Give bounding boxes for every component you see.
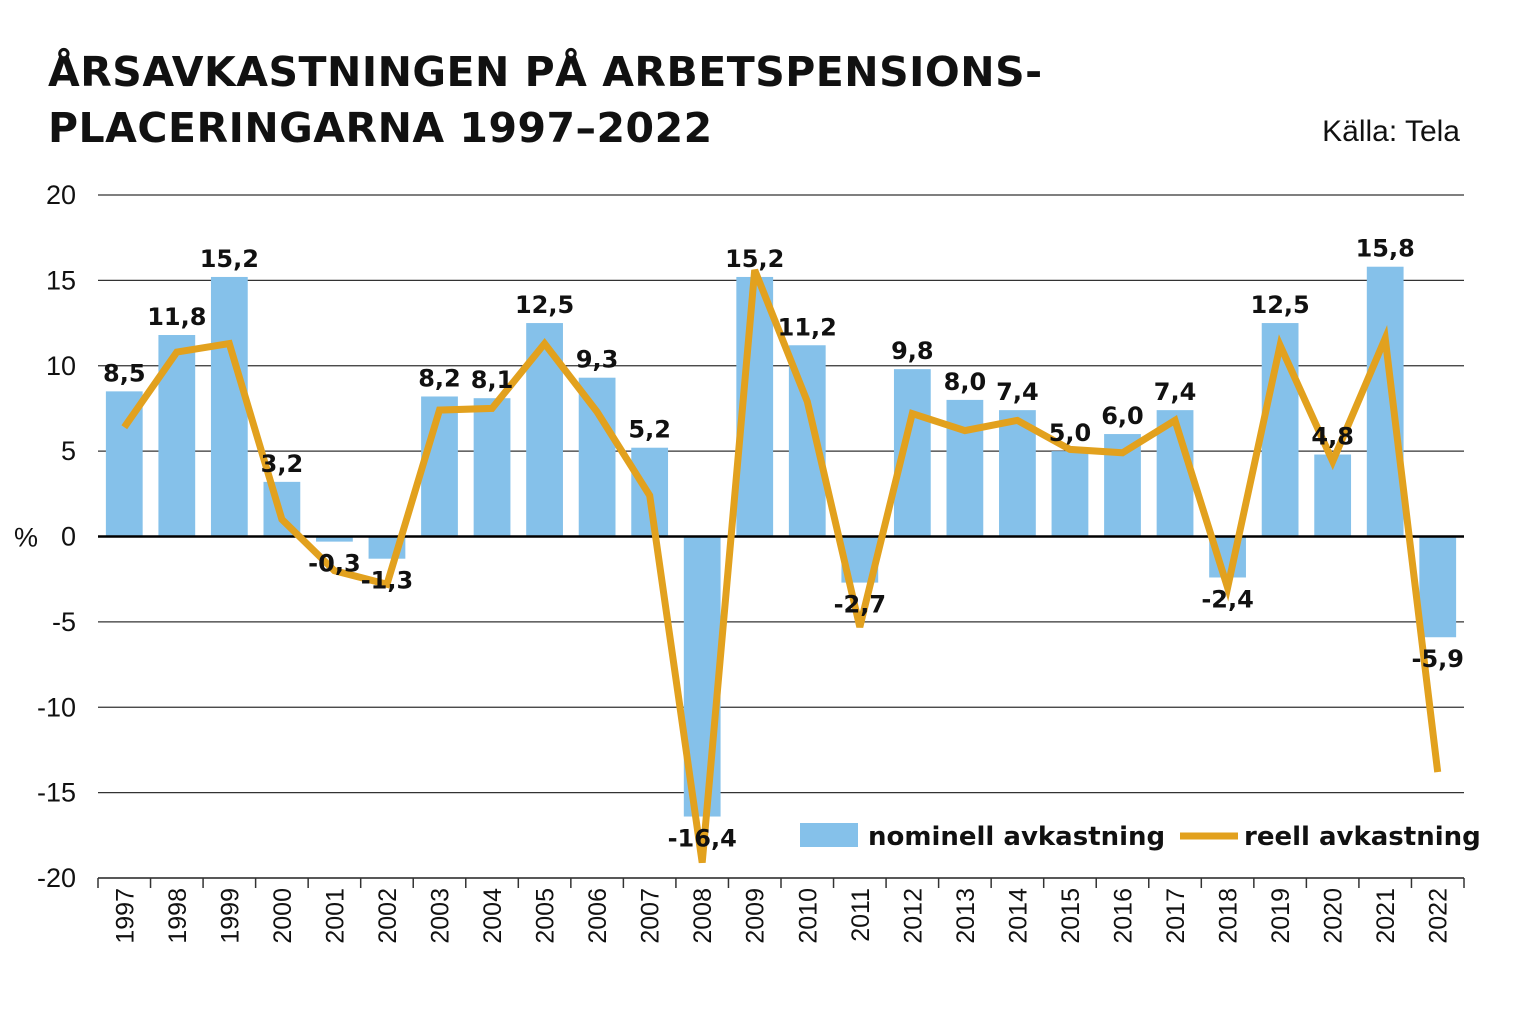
x-tick-label: 2006 <box>584 888 612 944</box>
label-layer: 8,511,815,23,2-0,3-1,38,2 8,112,59,35,2-1… <box>103 235 1464 853</box>
data-label: 8,0 <box>944 368 987 396</box>
legend-bar-label: nominell avkastning <box>868 822 1165 852</box>
x-tick-label: 2003 <box>427 888 455 944</box>
data-label: 8,1 <box>471 366 514 394</box>
x-tick-label: 2021 <box>1372 888 1400 944</box>
data-label: -0,3 <box>308 550 360 578</box>
x-tick-label: 2000 <box>269 888 297 944</box>
y-tick-label: -20 <box>37 863 76 893</box>
data-label: 11,8 <box>147 303 206 331</box>
data-label: 15,2 <box>200 245 259 273</box>
data-label: 12,5 <box>515 291 574 319</box>
x-tick-label: 2004 <box>479 888 507 944</box>
x-tick-label: 2019 <box>1267 888 1295 944</box>
data-label: 15,8 <box>1356 235 1415 263</box>
data-label: -2,7 <box>834 591 886 619</box>
legend-bar-swatch <box>800 823 858 847</box>
legend-layer: nominell avkastning reell avkastning <box>800 822 1481 852</box>
data-label: 8,5 <box>103 359 146 387</box>
x-tick-label: 2011 <box>847 888 875 942</box>
y-tick-label: 10 <box>46 351 76 381</box>
x-tick-label: 2001 <box>321 888 349 944</box>
legend-line-label: reell avkastning <box>1244 822 1481 852</box>
data-label: 6,0 <box>1101 402 1144 430</box>
chart-title-line1: ÅRSAVKASTNINGEN PÅ ARBETSPENSIONS- <box>48 48 1043 96</box>
x-tick-label: 2013 <box>952 888 980 944</box>
data-label: -1,3 <box>361 567 413 595</box>
data-label: -2,4 <box>1201 585 1253 613</box>
bar <box>473 398 511 537</box>
bar <box>210 276 248 537</box>
data-label: -5,9 <box>1411 645 1463 673</box>
x-tick-label: 2022 <box>1425 888 1453 944</box>
data-label: 3,2 <box>261 450 304 478</box>
bar <box>578 377 616 537</box>
x-tick-label: 2016 <box>1110 888 1138 944</box>
x-tick-label: 2005 <box>532 888 560 944</box>
x-tick-label: 1998 <box>164 888 192 944</box>
x-tick-label: 2009 <box>742 888 770 944</box>
y-tick-label: -10 <box>37 692 76 722</box>
x-tick-label: 2015 <box>1057 888 1085 944</box>
bar <box>1051 451 1089 537</box>
x-tick-label: 2008 <box>689 888 717 944</box>
data-label: 15,2 <box>725 245 784 273</box>
y-tick-label: 15 <box>46 265 76 295</box>
y-tick-label: 20 <box>46 180 76 210</box>
bar <box>1366 266 1404 537</box>
data-label: 11,2 <box>778 313 837 341</box>
data-label: 5,0 <box>1049 419 1092 447</box>
data-label: 12,5 <box>1251 291 1310 319</box>
x-tick-label: 2002 <box>374 888 402 944</box>
bar <box>1419 536 1457 638</box>
data-label: 7,4 <box>1154 378 1197 406</box>
x-tick-label: 2012 <box>899 888 927 944</box>
y-tick-label: 0 <box>61 522 76 552</box>
data-label: -16,4 <box>668 825 737 853</box>
line-layer <box>121 268 1442 864</box>
x-tick-label: 2007 <box>637 888 665 944</box>
source-label: Källa: Tela <box>1322 115 1460 148</box>
data-label: 8,2 <box>418 364 461 392</box>
x-tick-label: 2017 <box>1162 888 1190 944</box>
bar <box>999 410 1036 537</box>
data-label: 7,4 <box>996 378 1039 406</box>
bar <box>316 536 353 542</box>
data-label: 4,8 <box>1311 423 1354 451</box>
y-axis-label: % <box>14 523 38 553</box>
x-tick-label: 2010 <box>794 888 822 944</box>
y-tick-label: -15 <box>37 778 76 808</box>
chart-title-line2: PLACERINGARNA 1997–2022 <box>48 104 713 152</box>
x-tick-label: 2014 <box>1004 888 1032 944</box>
x-tick-label: 2020 <box>1320 888 1348 944</box>
chart-title: ÅRSAVKASTNINGEN PÅ ARBETSPENSIONS- PLACE… <box>48 44 1043 156</box>
y-tick-label: 5 <box>61 436 76 466</box>
data-label: 9,8 <box>891 337 934 365</box>
y-tick-label: -5 <box>52 607 76 637</box>
x-tick-label: 1997 <box>111 888 139 944</box>
bar <box>946 399 984 537</box>
x-tick-label: 1999 <box>216 888 244 944</box>
x-tick-label: 2018 <box>1215 888 1243 944</box>
data-label: 9,3 <box>576 346 619 374</box>
real-return-line <box>121 268 1442 864</box>
data-label: 5,2 <box>628 416 671 444</box>
